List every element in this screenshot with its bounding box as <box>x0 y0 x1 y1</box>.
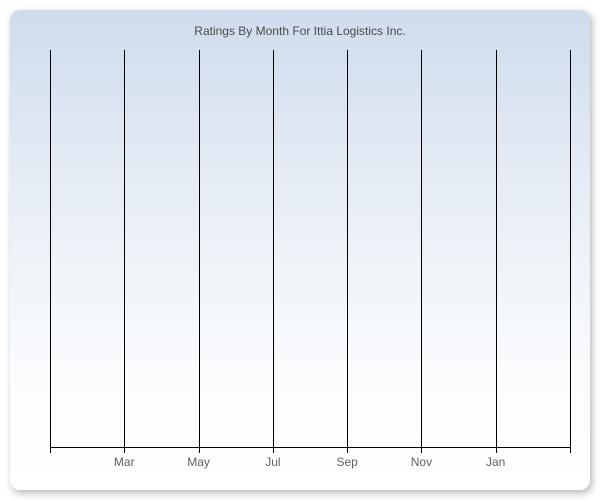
x-tick <box>496 448 497 453</box>
x-axis-label: Mar <box>114 455 135 469</box>
chart-container: Ratings By Month For Ittia Logistics Inc… <box>10 10 590 490</box>
gridline <box>199 50 200 448</box>
x-tick <box>124 448 125 453</box>
x-tick <box>273 448 274 453</box>
chart-background: Ratings By Month For Ittia Logistics Inc… <box>10 10 590 490</box>
gridline <box>347 50 348 448</box>
x-tick <box>199 448 200 453</box>
x-axis-label: Jan <box>486 455 505 469</box>
x-tick <box>570 448 571 453</box>
x-tick <box>347 448 348 453</box>
gridline <box>421 50 422 448</box>
x-tick <box>50 448 51 453</box>
plot-area <box>50 50 570 448</box>
chart-title: Ratings By Month For Ittia Logistics Inc… <box>10 24 590 38</box>
x-axis-labels: Mar May Jul Sep Nov Jan <box>50 455 570 475</box>
x-axis-label: May <box>187 455 210 469</box>
gridline <box>570 50 571 448</box>
gridline <box>124 50 125 448</box>
y-axis-line <box>50 50 51 448</box>
x-axis-label: Jul <box>265 455 280 469</box>
x-axis-line <box>50 447 570 448</box>
x-axis-label: Sep <box>336 455 357 469</box>
x-tick <box>421 448 422 453</box>
x-axis-label: Nov <box>411 455 432 469</box>
gridline <box>496 50 497 448</box>
gridline <box>273 50 274 448</box>
